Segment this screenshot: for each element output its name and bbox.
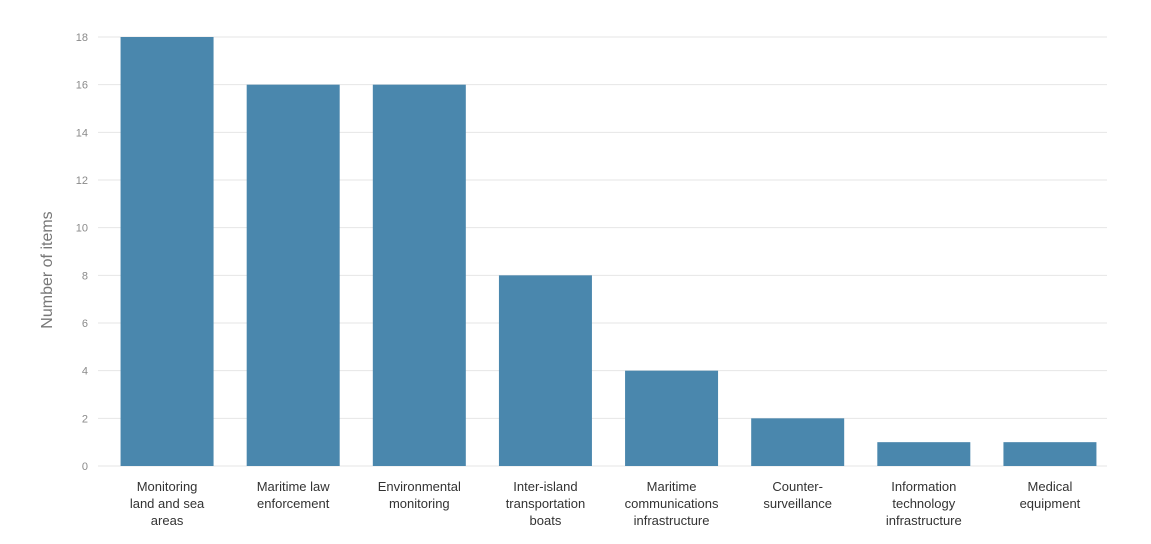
y-tick-label: 4: [82, 366, 88, 378]
y-tick-label: 8: [82, 270, 88, 282]
x-category-label: Maritime communications infrastructure: [625, 479, 719, 528]
y-tick-label: 0: [82, 461, 88, 473]
x-category-label: Counter-surveillance: [763, 479, 832, 511]
x-category-label: Environmental monitoring: [378, 479, 461, 511]
bar: [246, 84, 340, 467]
x-axis-labels: Monitoring land and sea areas Maritime law e…: [130, 479, 1081, 528]
y-tick-label: 2: [82, 413, 88, 425]
x-category-label: Medical equipment: [1020, 479, 1081, 511]
bar: [625, 370, 719, 466]
x-category-label: Maritime law enforcement: [257, 479, 331, 511]
bars: [120, 37, 1097, 467]
y-axis-ticks: 0 2 4 6 8 10 12 14 16 18: [76, 32, 88, 473]
y-tick-label: 6: [82, 318, 88, 330]
y-tick-label: 14: [76, 127, 88, 139]
bar: [1003, 442, 1097, 466]
bar: [751, 418, 845, 466]
bar: [877, 442, 971, 466]
y-tick-label: 12: [76, 175, 88, 187]
y-tick-label: 10: [76, 223, 88, 235]
bar: [120, 37, 214, 466]
x-category-label: Monitoring land and sea areas: [130, 479, 205, 528]
x-category-label: Information technology infrastructure: [886, 479, 962, 528]
y-tick-label: 16: [76, 80, 88, 92]
bar: [372, 84, 466, 467]
y-axis-title: Number of items: [39, 211, 56, 328]
x-category-label: Inter-island transportation boats: [506, 479, 586, 528]
bar: [498, 275, 592, 466]
y-tick-label: 18: [76, 32, 88, 44]
